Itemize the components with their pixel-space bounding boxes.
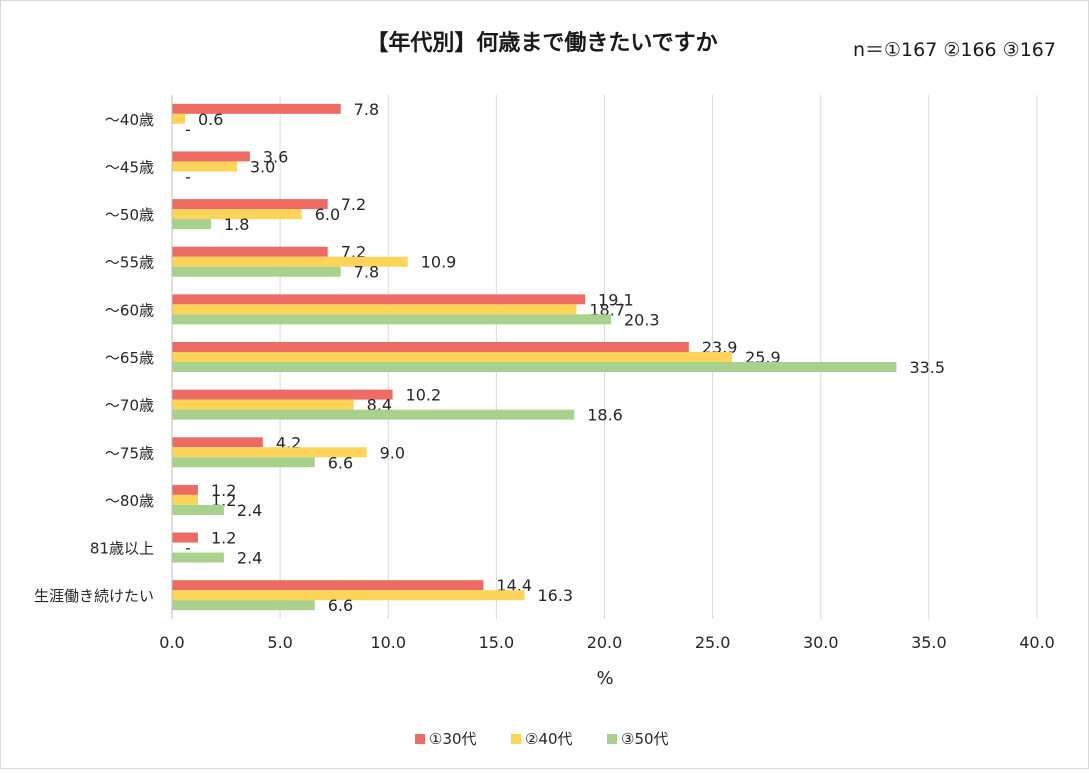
bar <box>172 600 315 611</box>
data-label: - <box>185 167 191 186</box>
bar <box>172 256 408 267</box>
legend-swatch <box>607 734 617 744</box>
category-label: ～55歳 <box>105 254 154 272</box>
bar <box>172 246 328 257</box>
data-label: 2.4 <box>237 549 262 568</box>
bar <box>172 103 341 114</box>
bar <box>172 342 689 352</box>
data-label: 6.6 <box>328 596 353 615</box>
bars: 7.80.6-3.63.0-7.26.01.87.210.97.819.118.… <box>172 100 945 615</box>
bar <box>172 494 198 505</box>
x-axis-ticks: 0.0 5.0 10.0 15.0 20.0 25.0 30.0 35.0 40.0 <box>159 633 1055 652</box>
data-label: 7.8 <box>354 100 379 119</box>
bar <box>172 457 315 468</box>
data-label: 20.3 <box>624 310 660 329</box>
bar <box>172 552 224 563</box>
x-tick-label: 15.0 <box>479 633 515 652</box>
bar <box>172 352 733 362</box>
bar <box>172 437 263 448</box>
bar <box>172 590 525 601</box>
data-label: 7.8 <box>354 263 379 282</box>
data-label: 10.9 <box>421 253 457 272</box>
bar <box>172 219 211 230</box>
data-label: 6.6 <box>328 453 353 472</box>
bar <box>172 314 611 325</box>
data-label: 33.5 <box>909 358 945 377</box>
bar <box>172 304 577 315</box>
data-label: - <box>185 539 191 558</box>
category-label: ～60歳 <box>105 301 154 319</box>
category-label: 生涯働き続けたい <box>34 587 154 605</box>
bar <box>172 199 328 210</box>
x-tick-label: 35.0 <box>911 633 947 652</box>
data-label: 10.2 <box>406 386 442 405</box>
x-tick-label: 30.0 <box>803 633 839 652</box>
bar <box>172 266 341 277</box>
bar <box>172 151 250 162</box>
data-label: 3.6 <box>263 147 288 166</box>
x-tick-label: 10.0 <box>370 633 406 652</box>
x-tick-label: 25.0 <box>695 633 731 652</box>
x-tick-label: 0.0 <box>159 633 184 652</box>
bar <box>172 113 185 124</box>
category-label: 81歳以上 <box>90 540 154 558</box>
data-label: 9.0 <box>380 443 405 462</box>
sample-size-note: n＝①167 ②166 ③167 <box>853 39 1056 61</box>
bar <box>172 294 586 305</box>
category-label: ～45歳 <box>105 158 154 176</box>
legend: ①30代 ②40代 ③50代 <box>415 730 669 748</box>
category-label: ～65歳 <box>105 349 154 367</box>
bar <box>172 409 575 420</box>
bar <box>172 209 302 220</box>
legend-label: ③50代 <box>621 730 669 748</box>
x-axis-label: % <box>596 668 613 689</box>
bar <box>172 389 393 400</box>
data-label: 1.2 <box>211 481 236 500</box>
data-label: 1.8 <box>224 215 249 234</box>
data-label: 1.2 <box>211 529 236 548</box>
data-label: 7.2 <box>341 195 366 214</box>
legend-label: ①30代 <box>429 730 477 748</box>
legend-swatch <box>415 734 425 744</box>
bar <box>172 161 237 172</box>
x-tick-label: 20.0 <box>587 633 623 652</box>
y-axis-categories: ～40歳 ～45歳 ～50歳 ～55歳 ～60歳 ～65歳 ～70歳 ～75歳 ～80歳 81歳以… <box>34 111 154 605</box>
x-tick-label: 40.0 <box>1019 633 1055 652</box>
category-label: ～75歳 <box>105 444 154 462</box>
category-label: ～70歳 <box>105 397 154 415</box>
legend-swatch <box>511 734 521 744</box>
data-label: 16.3 <box>537 586 573 605</box>
bar <box>172 447 367 458</box>
bar <box>172 504 224 515</box>
data-label: 0.6 <box>198 110 223 129</box>
data-label: 2.4 <box>237 501 262 520</box>
category-label: ～50歳 <box>105 206 154 224</box>
legend-label: ②40代 <box>525 730 573 748</box>
bar <box>172 362 897 372</box>
bar <box>172 580 484 591</box>
category-label: ～80歳 <box>105 492 154 510</box>
x-tick-label: 5.0 <box>267 633 292 652</box>
data-label: 18.6 <box>587 406 623 425</box>
bar <box>172 532 198 543</box>
category-label: ～40歳 <box>105 111 154 129</box>
data-label: 3.0 <box>250 157 275 176</box>
chart-title: 【年代別】何歳まで働きたいですか <box>366 30 717 56</box>
bar <box>172 484 198 495</box>
bar <box>172 399 354 410</box>
data-label: 19.1 <box>598 290 634 309</box>
data-label: 6.0 <box>315 205 340 224</box>
data-label: - <box>185 120 191 139</box>
